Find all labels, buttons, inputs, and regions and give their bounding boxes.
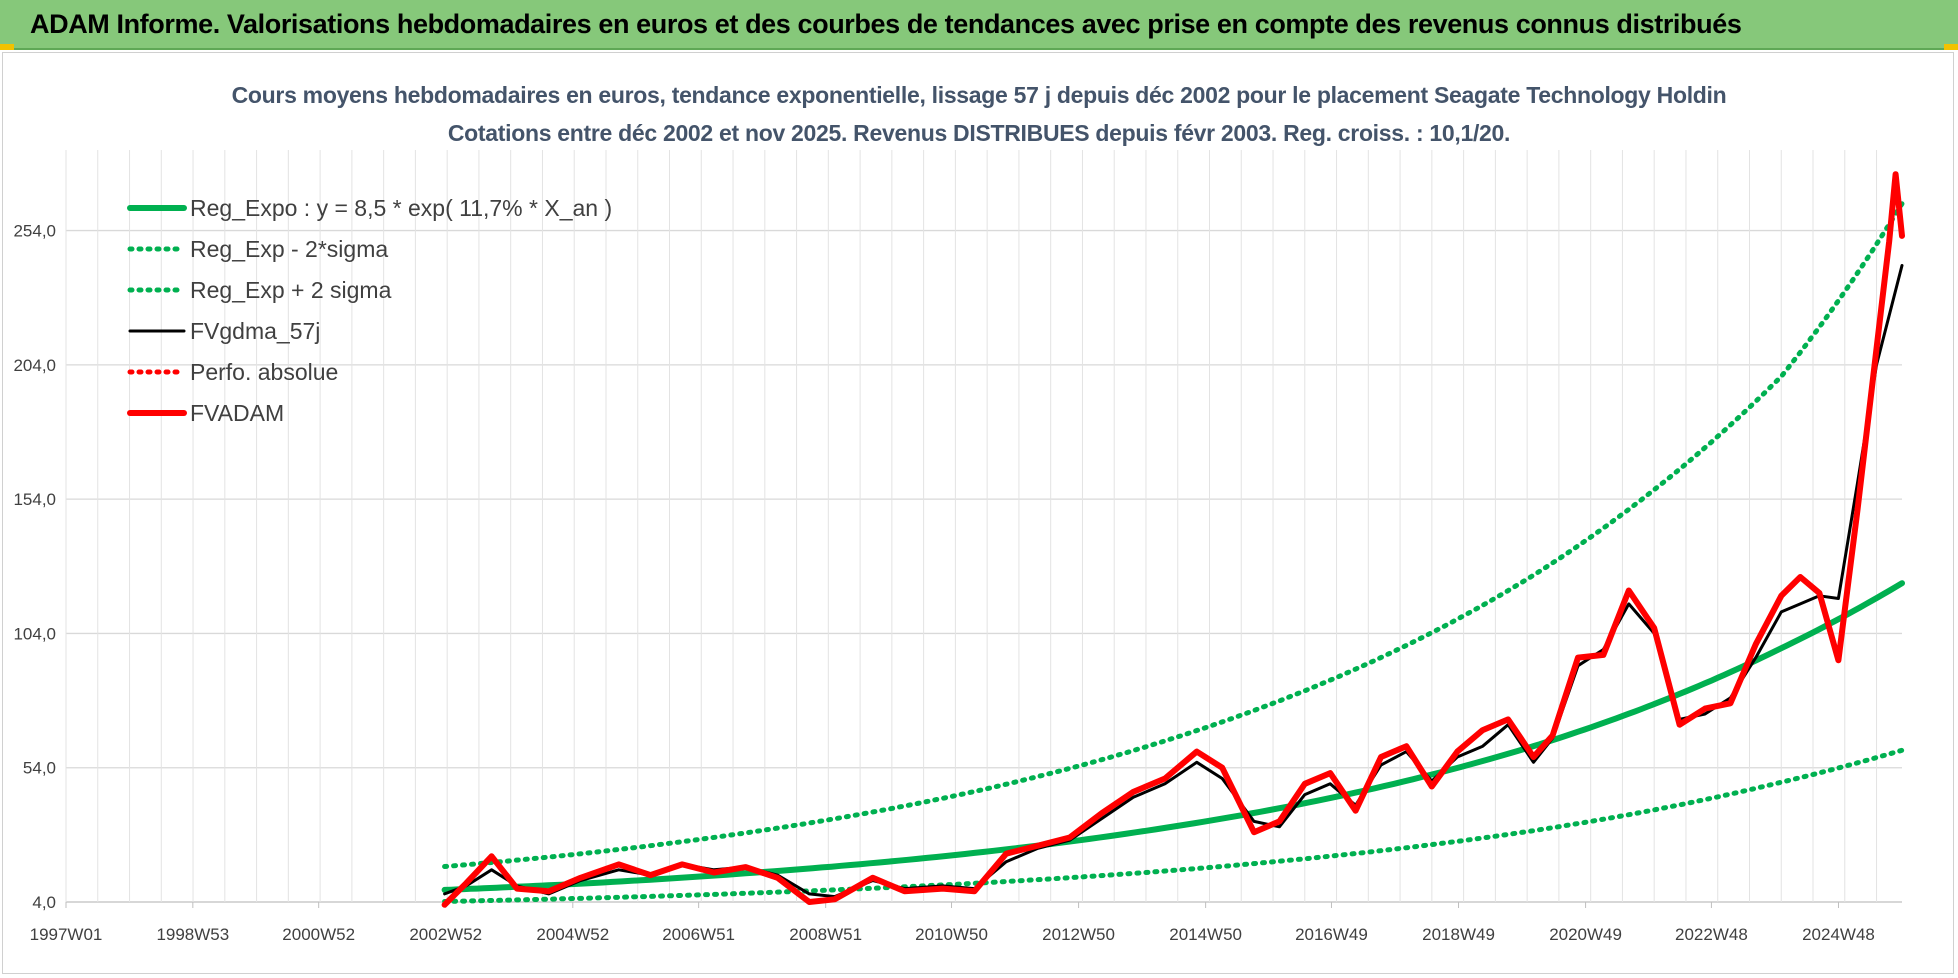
title-bar: ADAM Informe. Valorisations hebdomadaire…: [0, 0, 1958, 50]
legend-label: Perfo. absolue: [190, 359, 338, 385]
y-tick-label: 104,0: [13, 624, 56, 643]
y-tick-label: 154,0: [13, 490, 56, 509]
chart-title: Cours moyens hebdomadaires en euros, ten…: [231, 82, 1727, 108]
x-tick-label: 2006W51: [662, 925, 735, 944]
chart-frame: [2, 52, 1954, 974]
x-tick-label: 2012W50: [1042, 925, 1115, 944]
legend-label: Reg_Expo : y = 8,5 * exp( 11,7% * X_an ): [190, 195, 612, 221]
x-tick-label: 2000W52: [282, 925, 355, 944]
x-tick-label: 2020W49: [1549, 925, 1622, 944]
x-tick-label: 2022W48: [1675, 925, 1748, 944]
chart-subtitle: Cotations entre déc 2002 et nov 2025. Re…: [447, 120, 1511, 146]
legend-label: Reg_Exp + 2 sigma: [190, 277, 392, 303]
x-tick-label: 2024W48: [1802, 925, 1875, 944]
legend-label: FVADAM: [190, 400, 284, 426]
x-tick-label: 2016W49: [1295, 925, 1368, 944]
corner-accent-left: [0, 44, 14, 50]
series-line-5: [441, 171, 1905, 908]
y-tick-label: 254,0: [13, 222, 56, 241]
x-tick-label: 1997W01: [30, 925, 103, 944]
series-line-2: [442, 201, 1905, 869]
legend-label: FVgdma_57j: [190, 318, 320, 344]
y-tick-label: 4,0: [32, 893, 56, 912]
series-line-0: [441, 580, 1905, 893]
y-tick-label: 204,0: [13, 356, 56, 375]
corner-accent-right: [1944, 44, 1958, 50]
legend-label: Reg_Exp - 2*sigma: [190, 236, 388, 262]
y-tick-label: 54,0: [23, 759, 56, 778]
x-tick-label: 1998W53: [156, 925, 229, 944]
x-tick-label: 2010W50: [915, 925, 988, 944]
x-tick-label: 2004W52: [536, 925, 609, 944]
x-tick-label: 2008W51: [789, 925, 862, 944]
x-tick-label: 2018W49: [1422, 925, 1495, 944]
header-title: ADAM Informe. Valorisations hebdomadaire…: [30, 9, 1742, 39]
x-tick-label: 2002W52: [409, 925, 482, 944]
x-tick-label: 2014W50: [1169, 925, 1242, 944]
series-line-1: [442, 747, 1905, 904]
